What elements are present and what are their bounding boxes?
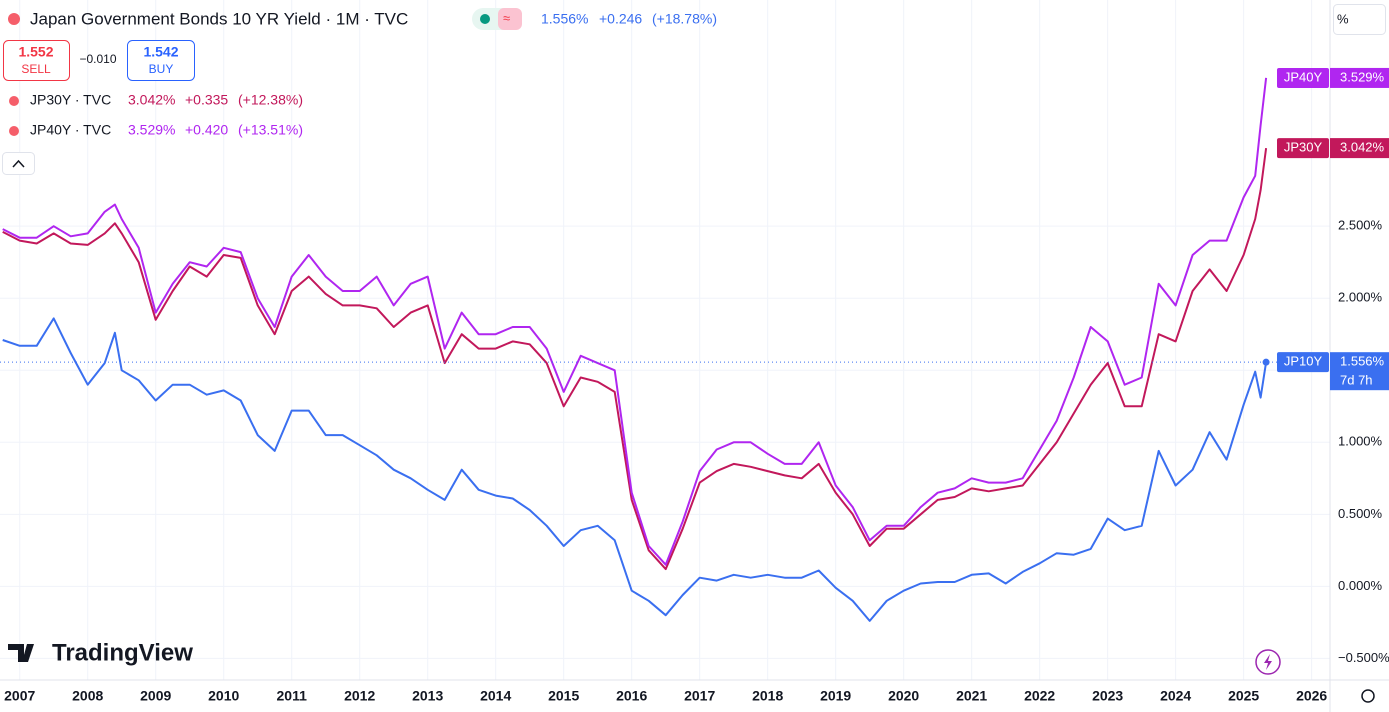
- status-dot: [8, 13, 20, 25]
- logo-mark: [8, 644, 34, 662]
- spread: −0.010: [79, 52, 116, 66]
- collapse-button[interactable]: [2, 152, 35, 175]
- price-tag: [1330, 138, 1389, 159]
- series-line: [2, 317, 1268, 622]
- change: +0.246: [599, 11, 642, 27]
- series-tag: [1277, 138, 1329, 159]
- series-tag-name: JP10Y: [1284, 354, 1323, 369]
- buy-label: BUY: [149, 62, 174, 76]
- series-tag: [1277, 67, 1329, 88]
- x-tick-label: 2011: [277, 688, 308, 704]
- last-point: [1262, 358, 1270, 366]
- sell-button[interactable]: [3, 40, 70, 81]
- price-tag-value: 1.556%: [1340, 354, 1385, 369]
- series-tag: [1277, 352, 1329, 373]
- scale-button[interactable]: [1333, 4, 1386, 35]
- x-tick-label: 2007: [4, 688, 35, 704]
- price-tag-value: 3.529%: [1340, 69, 1385, 84]
- series-tag-name: JP30Y: [1284, 140, 1323, 155]
- buy-price: 1.542: [143, 44, 178, 60]
- unit: %: [1337, 11, 1349, 26]
- alert-icon: [1264, 654, 1272, 670]
- buy-button[interactable]: [127, 40, 195, 81]
- legend-price: 3.529%: [128, 122, 175, 138]
- change-pct: (+18.78%): [652, 11, 717, 27]
- brand-name: TradingView: [52, 639, 193, 666]
- x-tick-label: 2024: [1160, 688, 1191, 704]
- legend-symbol: JP40Y · TVC: [30, 122, 111, 138]
- x-tick-label: 2016: [616, 688, 647, 704]
- chip-icon: ≈: [503, 10, 510, 25]
- legend-change-pct: (+13.51%): [238, 122, 303, 138]
- countdown: 7d 7h: [1340, 373, 1373, 388]
- y-tick-label: −0.500%: [1338, 650, 1389, 665]
- x-tick-label: 2009: [140, 688, 171, 704]
- x-tick-label: 2023: [1092, 688, 1123, 704]
- price: 1.556%: [541, 11, 588, 27]
- x-tick-label: 2012: [344, 688, 375, 704]
- brand-logo[interactable]: TradingView: [8, 639, 193, 666]
- legend-change-pct: (+12.38%): [238, 92, 303, 108]
- symbol-title[interactable]: Japan Government Bonds 10 YR Yield · 1M …: [30, 9, 408, 28]
- price-tag: [1330, 67, 1389, 88]
- status-dot: [9, 126, 19, 136]
- y-tick-label: 1.000%: [1338, 434, 1383, 449]
- sell-label: SELL: [21, 62, 51, 76]
- settings-button[interactable]: [1361, 689, 1375, 703]
- price-tag-value: 3.042%: [1340, 140, 1385, 155]
- status-dot: [480, 14, 490, 24]
- collapse-icon: [12, 159, 25, 168]
- x-tick-label: 2019: [820, 688, 851, 704]
- indicator-chip[interactable]: [498, 8, 522, 30]
- y-tick-label: 0.500%: [1338, 506, 1383, 521]
- series-line: [2, 77, 1268, 566]
- x-tick-label: 2015: [548, 688, 579, 704]
- x-tick-label: 2025: [1228, 688, 1259, 704]
- price-tag: [1330, 352, 1389, 391]
- x-tick-label: 2018: [752, 688, 783, 704]
- status-dot: [9, 96, 19, 106]
- x-tick-label: 2008: [72, 688, 103, 704]
- y-tick-label: 0.000%: [1338, 578, 1383, 593]
- y-tick-label: 2.500%: [1338, 218, 1383, 233]
- legend-change: +0.335: [185, 92, 228, 108]
- legend-price: 3.042%: [128, 92, 175, 108]
- x-tick-label: 2021: [956, 688, 987, 704]
- x-tick-label: 2022: [1024, 688, 1055, 704]
- x-tick-label: 2010: [208, 688, 239, 704]
- series-line: [2, 147, 1268, 571]
- sell-price: 1.552: [18, 44, 53, 60]
- x-tick-label: 2020: [888, 688, 919, 704]
- legend-symbol: JP30Y · TVC: [30, 92, 111, 108]
- x-tick-label: 2026: [1296, 688, 1327, 704]
- x-tick-label: 2017: [684, 688, 715, 704]
- x-tick-label: 2013: [412, 688, 443, 704]
- series-tag-name: JP40Y: [1284, 69, 1323, 84]
- y-tick-label: 2.000%: [1338, 290, 1383, 305]
- legend-change: +0.420: [185, 122, 228, 138]
- x-tick-label: 2014: [480, 688, 511, 704]
